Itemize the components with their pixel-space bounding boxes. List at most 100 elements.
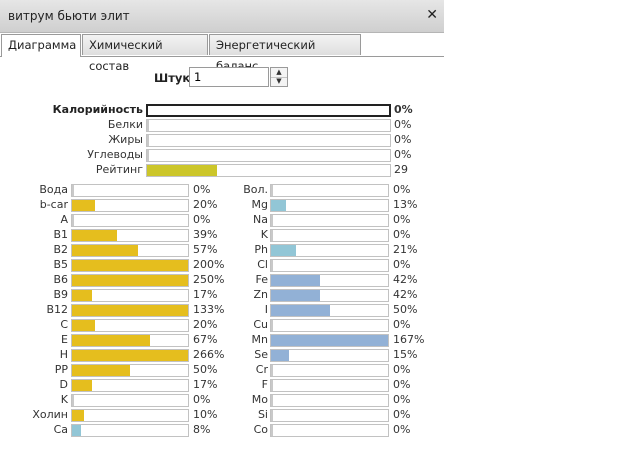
vitamins-bar-b2 (71, 244, 189, 257)
vitamins-bar-холин (71, 409, 189, 422)
vitamins-bar-b1 (71, 229, 189, 242)
vitamins-label-b2: B2 (53, 243, 68, 256)
energy-fill-жиры (147, 135, 149, 146)
window-title: витрум бьюти элит (8, 9, 130, 23)
vitamins-bar-ca (71, 424, 189, 437)
vitamins-value-вода: 0% (193, 183, 211, 196)
minerals-fill-i (271, 305, 330, 316)
vitamins-bar-b9 (71, 289, 189, 302)
minerals-bar-co (270, 424, 389, 437)
minerals-label-cu: Cu (253, 318, 268, 331)
vitamins-label-d: D (59, 378, 68, 391)
vitamins-fill-b6 (72, 275, 188, 286)
energy-bar-белки (146, 119, 391, 132)
minerals-label-mg: Mg (251, 198, 268, 211)
minerals-label-co: Co (253, 423, 268, 436)
vitamins-fill-b-car (72, 200, 95, 211)
vitamins-bar-b-car (71, 199, 189, 212)
vitamins-bar-b5 (71, 259, 189, 272)
vitamins-label-k: K (60, 393, 68, 406)
energy-bar-углеводы (146, 149, 391, 162)
vitamins-fill-холин (72, 410, 84, 421)
title-bar: витрум бьюти элит ✕ (0, 0, 444, 33)
vitamins-fill-a (72, 215, 74, 226)
minerals-label-cl: Cl (257, 258, 268, 271)
quantity-label: Штук (154, 71, 191, 85)
minerals-label-вол-: Вол. (243, 183, 268, 196)
vitamins-bar-h (71, 349, 189, 362)
vitamins-bar-pp (71, 364, 189, 377)
tab-chemical-composition[interactable]: Химический состав (82, 34, 208, 73)
minerals-fill-mg (271, 200, 286, 211)
tab-energy-balance[interactable]: Энергетический баланс (209, 34, 361, 73)
energy-bar-калорийность (146, 104, 391, 117)
energy-value-белки: 0% (394, 118, 412, 131)
minerals-bar-вол- (270, 184, 389, 197)
minerals-value-mg: 13% (393, 198, 418, 211)
vitamins-value-b2: 57% (193, 243, 218, 256)
vitamins-value-b1: 39% (193, 228, 218, 241)
vitamins-label-b-car: b-car (39, 198, 68, 211)
minerals-bar-cu (270, 319, 389, 332)
minerals-value-na: 0% (393, 213, 411, 226)
vitamins-value-d: 17% (193, 378, 218, 391)
minerals-bar-mo (270, 394, 389, 407)
minerals-value-se: 15% (393, 348, 418, 361)
minerals-fill-se (271, 350, 289, 361)
vitamins-fill-вода (72, 185, 74, 196)
vitamins-value-pp: 50% (193, 363, 218, 376)
spin-up-icon[interactable]: ▲ (271, 68, 287, 78)
minerals-label-k: K (260, 228, 268, 241)
minerals-value-cl: 0% (393, 258, 411, 271)
close-icon[interactable]: ✕ (426, 7, 438, 23)
vitamins-label-a: A (60, 213, 68, 226)
minerals-value-cu: 0% (393, 318, 411, 331)
vitamins-value-холин: 10% (193, 408, 218, 421)
vitamins-label-pp: PP (54, 363, 68, 376)
vitamins-bar-вода (71, 184, 189, 197)
minerals-fill-ph (271, 245, 296, 256)
minerals-fill-si (271, 410, 273, 421)
energy-fill-белки (147, 120, 149, 131)
energy-bar-рейтинг (146, 164, 391, 177)
minerals-bar-mn (270, 334, 389, 347)
minerals-label-se: Se (254, 348, 268, 361)
vitamins-bar-c (71, 319, 189, 332)
vitamins-label-холин: Холин (32, 408, 68, 421)
minerals-fill-cr (271, 365, 273, 376)
minerals-fill-na (271, 215, 273, 226)
minerals-bar-k (270, 229, 389, 242)
vitamins-value-b12: 133% (193, 303, 225, 316)
vitamins-bar-b6 (71, 274, 189, 287)
minerals-fill-cu (271, 320, 273, 331)
tab-diagram[interactable]: Диаграмма (1, 34, 81, 57)
vitamins-fill-ca (72, 425, 81, 436)
minerals-label-i: I (264, 303, 268, 316)
minerals-label-fe: Fe (255, 273, 269, 286)
energy-fill-рейтинг (147, 165, 217, 176)
vitamins-label-вода: Вода (39, 183, 68, 196)
minerals-label-si: Si (257, 408, 268, 421)
minerals-bar-cl (270, 259, 389, 272)
vitamins-fill-e (72, 335, 150, 346)
vitamins-value-a: 0% (193, 213, 211, 226)
minerals-bar-na (270, 214, 389, 227)
vitamins-value-e: 67% (193, 333, 218, 346)
vitamins-fill-b12 (72, 305, 188, 316)
minerals-value-mn: 167% (393, 333, 425, 346)
minerals-bar-ph (270, 244, 389, 257)
vitamins-fill-b9 (72, 290, 92, 301)
minerals-bar-zn (270, 289, 389, 302)
minerals-value-k: 0% (393, 228, 411, 241)
minerals-value-cr: 0% (393, 363, 411, 376)
vitamins-label-c: C (60, 318, 68, 331)
minerals-fill-zn (271, 290, 320, 301)
vitamins-fill-d (72, 380, 92, 391)
quantity-input[interactable] (189, 67, 269, 87)
energy-label-жиры: Жиры (108, 133, 143, 146)
vitamins-bar-b12 (71, 304, 189, 317)
minerals-fill-k (271, 230, 273, 241)
vitamins-fill-b2 (72, 245, 138, 256)
quantity-stepper[interactable]: ▲ ▼ (270, 67, 288, 87)
spin-down-icon[interactable]: ▼ (276, 77, 282, 85)
